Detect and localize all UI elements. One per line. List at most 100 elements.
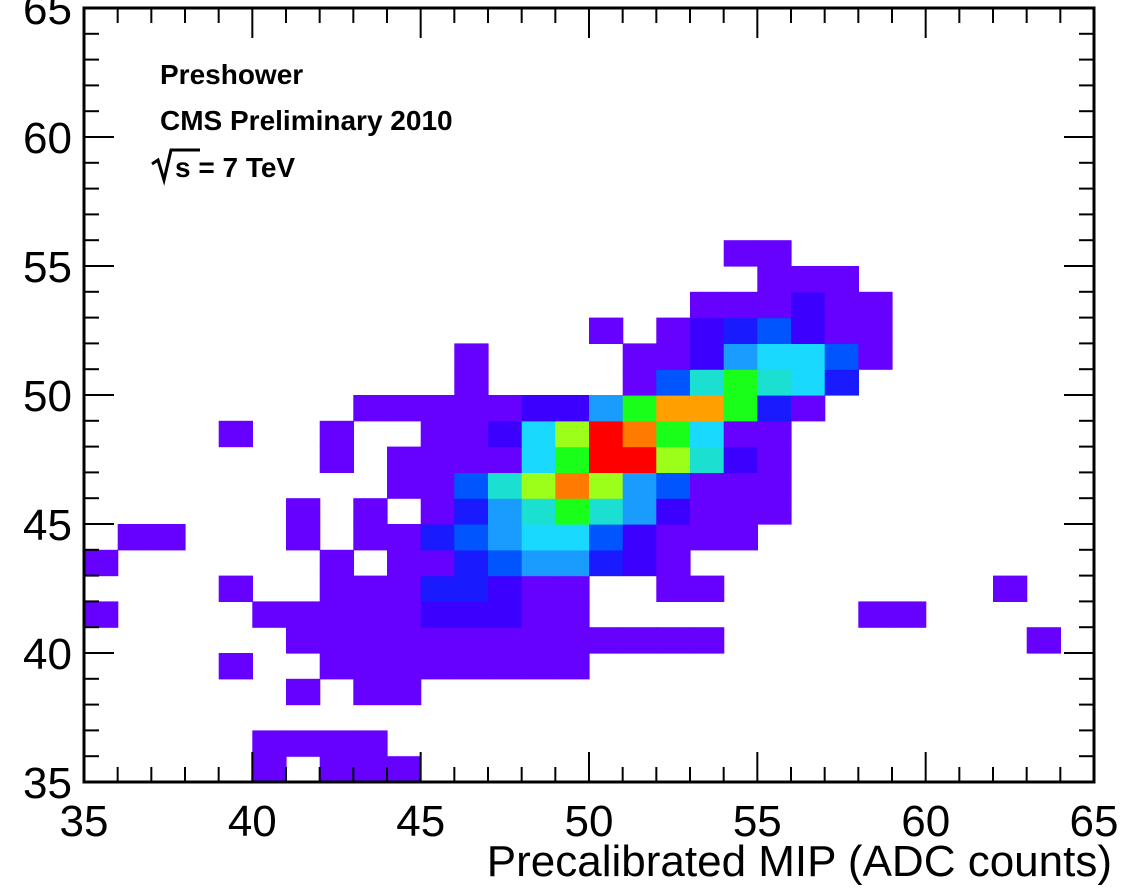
x-tick-label: 50 (565, 797, 614, 846)
heatmap-cell (454, 395, 489, 422)
heatmap-cell (723, 472, 758, 499)
heatmap-cell (151, 524, 186, 551)
heatmap-cell (690, 627, 725, 654)
heatmap-cell (319, 653, 354, 680)
heatmap-cell (84, 601, 119, 628)
heatmap-cell (420, 627, 455, 654)
x-tick-label: 35 (60, 797, 109, 846)
heatmap-cell (791, 395, 826, 422)
heatmap-cell (656, 524, 691, 551)
heatmap-cell (319, 549, 354, 577)
heatmap-cell (252, 601, 287, 628)
heatmap-cell (690, 575, 725, 602)
heatmap-cell (622, 524, 657, 551)
heatmap-cell (757, 472, 792, 499)
heatmap-cell (488, 472, 523, 499)
heatmap-cell (454, 343, 489, 370)
heatmap-cell (690, 317, 725, 344)
heatmap-cell (84, 549, 119, 577)
heatmap-cell (723, 524, 758, 551)
heatmap-cell (488, 524, 523, 551)
heatmap-cell (454, 601, 489, 628)
heatmap-cell (319, 730, 354, 757)
heatmap-cell (690, 420, 725, 448)
heatmap-cell (555, 446, 590, 473)
x-tick-label: 45 (396, 797, 445, 846)
x-tick-label: 60 (901, 797, 950, 846)
heatmap-cell (622, 369, 657, 396)
heatmap-cell (757, 266, 792, 293)
heatmap-cell (656, 369, 691, 396)
heatmap-cell (521, 601, 556, 628)
heatmap-cell (993, 575, 1028, 602)
heatmap-cell (1026, 627, 1061, 654)
heatmap-cell (353, 730, 388, 757)
heatmap-cell (387, 756, 422, 783)
tick-labels: 35 40 45 50 55 60 65 35 40 45 50 55 60 65 (23, 0, 1118, 846)
heatmap-cell (622, 472, 657, 499)
heatmap-cell (824, 266, 859, 293)
y-tick-label: 45 (23, 501, 72, 550)
heatmap-cell (420, 575, 455, 602)
heatmap-cell (319, 446, 354, 473)
heatmap-cell (858, 601, 893, 628)
heatmap-cell (488, 601, 523, 628)
heatmap-cell (454, 575, 489, 602)
heatmap-cell (488, 395, 523, 422)
heatmap-cell (454, 524, 489, 551)
heatmap-cell (589, 317, 624, 344)
heatmap-cell (420, 498, 455, 525)
heatmap-cell (757, 369, 792, 396)
heatmap-cell (454, 420, 489, 448)
heatmap-cell (622, 627, 657, 654)
heatmap-cell (589, 446, 624, 473)
annotation-preshower: Preshower (160, 59, 303, 90)
annotation-energy: s = 7 TeV (151, 148, 295, 186)
heatmap-cell (723, 395, 758, 422)
heatmap-cell (690, 291, 725, 319)
heatmap-cell (757, 343, 792, 370)
heatmap-cell (353, 395, 388, 422)
heatmap-cell (454, 549, 489, 577)
heatmap-cell (589, 395, 624, 422)
heatmap-cell (420, 472, 455, 499)
heatmap-cell (791, 266, 826, 293)
heatmap-cells (84, 240, 1061, 783)
heatmap-cell (723, 369, 758, 396)
heatmap-cell (286, 524, 321, 551)
heatmap-cell (454, 653, 489, 680)
heatmap-cell (521, 627, 556, 654)
heatmap-cell (353, 575, 388, 602)
x-tick-label: 65 (1070, 797, 1119, 846)
heatmap-cell (723, 240, 758, 267)
heatmap-cell (723, 317, 758, 344)
heatmap-cell (757, 446, 792, 473)
heatmap-cell (656, 395, 691, 422)
x-tick-label: 40 (228, 797, 277, 846)
heatmap-cell (420, 446, 455, 473)
heatmap-cell (622, 395, 657, 422)
heatmap-cell (218, 653, 253, 680)
heatmap-cell (757, 291, 792, 319)
heatmap-cell (858, 317, 893, 344)
heatmap-cell (892, 601, 927, 628)
heatmap-cell (353, 678, 388, 706)
heatmap-cell (387, 446, 422, 473)
heatmap-cell (420, 549, 455, 577)
heatmap-cell (521, 420, 556, 448)
heatmap-cell (521, 653, 556, 680)
heatmap-cell (622, 498, 657, 525)
heatmap-cell (319, 601, 354, 628)
heatmap-cell (656, 549, 691, 577)
heatmap-cell (353, 498, 388, 525)
heatmap-cell (387, 601, 422, 628)
heatmap-cell (521, 524, 556, 551)
x-tick-label: 55 (733, 797, 782, 846)
heatmap-cell (589, 627, 624, 654)
heatmap-cell (690, 498, 725, 525)
y-tick-label: 35 (23, 759, 72, 808)
heatmap-cell (488, 420, 523, 448)
heatmap-cell (555, 472, 590, 499)
heatmap-cell (656, 317, 691, 344)
